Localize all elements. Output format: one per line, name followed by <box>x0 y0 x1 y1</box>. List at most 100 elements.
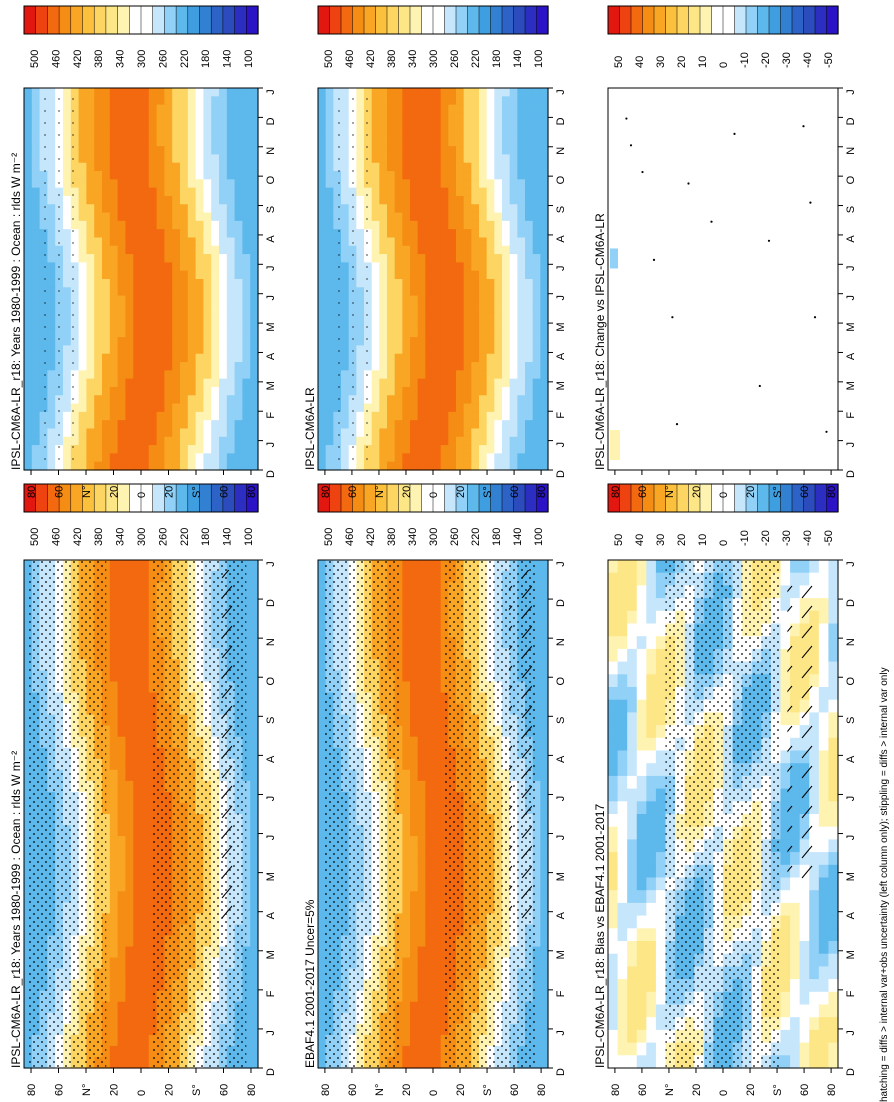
heatmap-cell <box>109 582 119 594</box>
heatmap-cell <box>242 96 251 106</box>
heatmap-cell <box>417 935 426 948</box>
heatmap-cell <box>371 179 380 189</box>
heatmap-cell <box>133 880 142 892</box>
heatmap-cell <box>525 146 534 156</box>
heatmap-cell <box>164 403 173 413</box>
heatmap-cell <box>242 571 251 583</box>
heatmap-cell <box>540 637 549 649</box>
heatmap-cell <box>417 129 426 139</box>
heatmap-cell <box>463 162 472 172</box>
heatmap-cell <box>211 403 220 413</box>
heatmap-cell <box>24 112 33 122</box>
heatmap-cell <box>463 154 472 164</box>
heatmap-cell <box>102 287 111 297</box>
heatmap-cell <box>525 104 534 114</box>
heatmap-cell <box>226 461 236 471</box>
heatmap-cell <box>141 637 150 649</box>
heatmap-cell <box>156 179 165 189</box>
heatmap-cell <box>141 312 150 322</box>
heatmap-cell <box>117 692 126 705</box>
heatmap-cell <box>164 104 173 114</box>
heatmap-cell <box>433 179 442 189</box>
heatmap-cell <box>195 96 204 106</box>
heatmap-cell <box>125 453 134 463</box>
heatmap-cell <box>318 714 327 727</box>
heatmap-cell <box>532 891 541 903</box>
heatmap-cell <box>78 187 87 197</box>
heatmap-cell <box>156 137 165 147</box>
heatmap-cell <box>494 237 503 247</box>
colorbar-swatch <box>175 483 189 513</box>
heatmap-cell <box>440 112 449 122</box>
heatmap-cell <box>141 582 150 594</box>
heatmap-cell <box>387 179 396 189</box>
heatmap-cell <box>187 220 197 230</box>
heatmap-cell <box>78 104 87 114</box>
heatmap-cell <box>195 262 204 272</box>
heatmap-cell <box>219 436 228 446</box>
heatmap-cell <box>540 112 549 122</box>
heatmap-cell <box>102 312 111 322</box>
heatmap-cell <box>94 179 103 189</box>
heatmap-cell <box>371 187 380 197</box>
heatmap-cell <box>494 121 503 131</box>
heatmap-cell <box>387 229 396 239</box>
heatmap-cell <box>234 370 243 380</box>
heatmap-cell <box>394 154 403 164</box>
heatmap-cell <box>540 593 549 605</box>
heatmap-cell <box>250 637 259 649</box>
heatmap-cell <box>219 212 228 222</box>
heatmap-cell <box>410 245 419 255</box>
heatmap-cell <box>109 420 119 430</box>
heatmap-cell <box>133 411 142 421</box>
heatmap-cell <box>148 262 158 272</box>
heatmap-cell <box>164 245 173 255</box>
heatmap-cell <box>532 220 541 230</box>
colorbar-tick-label: 300 <box>136 50 148 68</box>
colorbar-swatch <box>152 5 166 35</box>
heatmap-cell <box>410 1056 419 1069</box>
heatmap-cell <box>242 703 251 716</box>
heatmap-cell <box>125 378 134 388</box>
heatmap-cell <box>525 212 534 222</box>
heatmap-cell <box>379 88 388 97</box>
month-tick-label: A <box>265 235 277 243</box>
heatmap-cell <box>109 146 119 156</box>
heatmap-cell <box>156 345 165 355</box>
heatmap-cell <box>463 245 472 255</box>
heatmap-cell <box>86 121 95 131</box>
heatmap-cell <box>180 279 189 288</box>
heatmap-cell <box>318 582 327 594</box>
heatmap-cell <box>24 362 33 371</box>
heatmap-cell <box>156 262 165 272</box>
heatmap-cell <box>318 692 327 705</box>
heatmap-cell <box>402 212 411 222</box>
heatmap-cell <box>242 725 251 738</box>
heatmap-cell <box>318 814 327 826</box>
heatmap-cell <box>425 1045 434 1058</box>
heatmap-cell <box>509 195 518 205</box>
colorbar-swatch <box>140 5 154 35</box>
heatmap-cell <box>425 220 434 230</box>
heatmap-cell <box>86 195 95 205</box>
heatmap-cell <box>417 571 426 583</box>
heatmap-cell <box>532 154 541 164</box>
heatmap-cell <box>402 582 411 594</box>
heatmap-cell <box>125 411 134 421</box>
heatmap-cell <box>180 237 189 247</box>
heatmap-cell <box>180 96 189 106</box>
heatmap-cell <box>502 187 511 197</box>
heatmap-cell <box>211 270 220 280</box>
heatmap-cell <box>133 582 142 594</box>
heatmap-cell <box>195 362 204 371</box>
heatmap-cell <box>250 626 259 638</box>
heatmap-cell <box>456 112 465 122</box>
heatmap-cell <box>133 254 142 263</box>
heatmap-cell <box>148 254 158 263</box>
heatmap-cell <box>125 237 134 247</box>
heatmap-cell <box>532 593 541 605</box>
heatmap-cell <box>117 736 126 749</box>
heatmap-cell <box>517 187 526 197</box>
heatmap-cell <box>117 847 126 859</box>
heatmap-cell <box>141 979 150 992</box>
